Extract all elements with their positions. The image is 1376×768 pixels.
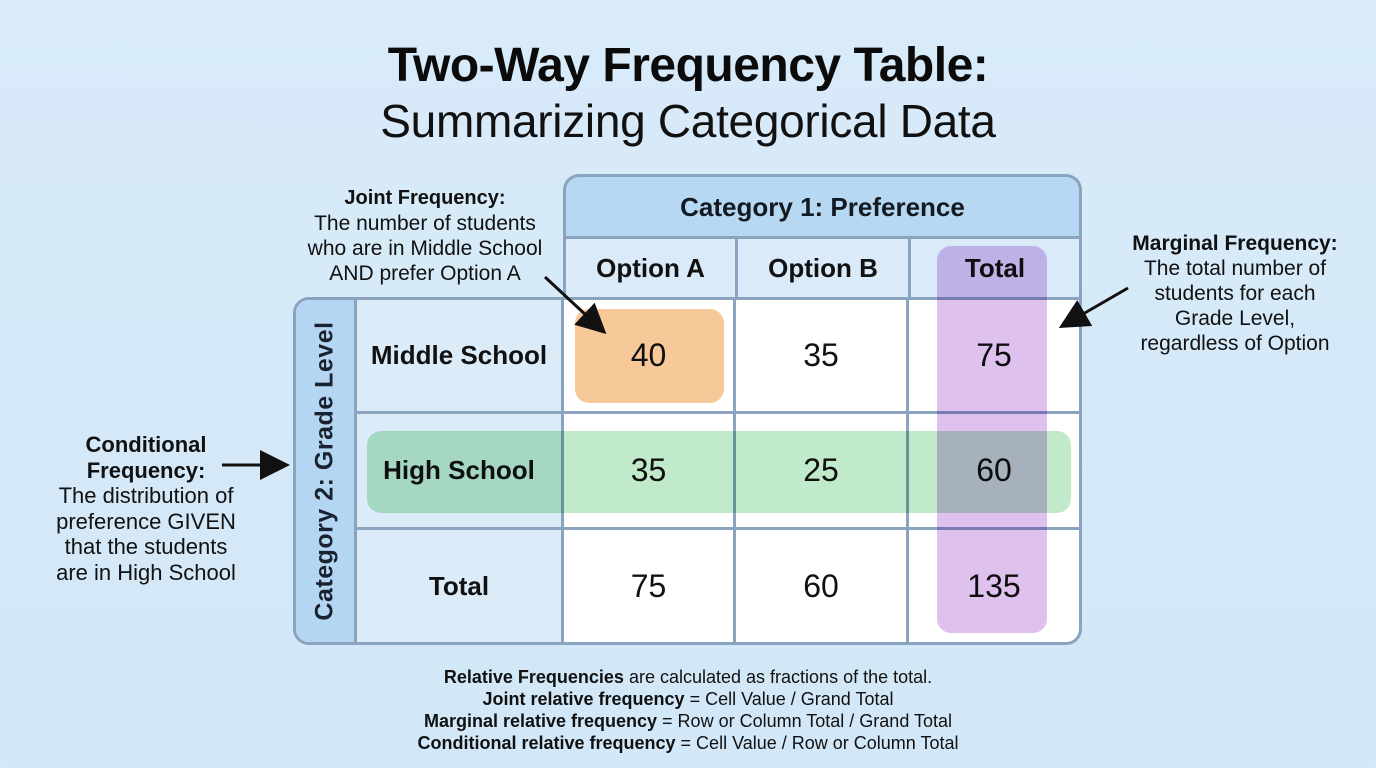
conditional-frequency-annotation: Conditional Frequency: The distribution … [36,432,256,585]
joint-heading: Joint Frequency: [344,187,506,209]
conditional-heading: Frequency: [86,457,206,483]
cell-total-option-b: 60 [736,530,909,642]
conditional-heading: Conditional [85,432,207,457]
note-text: = Cell Value / Grand Total [684,689,894,709]
page-title: Two-Way Frequency Table: [387,39,989,92]
row-label-total: Total [357,530,564,642]
joint-frequency-annotation: Joint Frequency: The number of students … [290,186,560,286]
page-subtitle: Summarizing Categorical Data [380,95,996,147]
note-line: Conditional relative frequency = Cell Va… [0,732,1376,754]
note-term: Conditional relative frequency [417,733,676,753]
note-text: = Cell Value / Row or Column Total [675,733,959,753]
note-text: = Row or Column Total / Grand Total [657,711,953,731]
row-category-label: Category 2: Grade Level [310,321,339,621]
joint-line: AND prefer Option A [329,262,521,285]
relative-frequency-notes: Relative Frequencies are calculated as f… [0,666,1376,754]
column-header-option-a: Option A [566,239,738,298]
note-line: Joint relative frequency = Cell Value / … [0,688,1376,710]
marginal-frequency-annotation: Marginal Frequency: The total number of … [1110,231,1360,356]
note-term: Joint relative frequency [482,689,685,709]
note-term: Relative Frequencies [443,667,624,687]
marginal-line: The total number of [1143,257,1327,280]
conditional-line: preference GIVEN [56,508,236,534]
cell-total-option-a: 75 [564,530,736,642]
marginal-heading: Marginal Frequency: [1132,232,1338,255]
joint-line: who are in Middle School [307,237,543,260]
note-line: Relative Frequencies are calculated as f… [0,666,1376,688]
note-line: Marginal relative frequency = Row or Col… [0,710,1376,732]
conditional-line: The distribution of [58,483,234,508]
row-label-middle-school: Middle School [357,300,564,414]
column-category-header: Category 1: Preference [563,174,1082,238]
conditional-line: are in High School [56,559,236,585]
conditional-frequency-highlight [367,431,1071,513]
marginal-line: regardless of Option [1140,332,1330,355]
cell-middle-option-b: 35 [736,300,909,414]
row-category-header: Category 2: Grade Level [296,300,357,642]
marginal-line: Grade Level, [1174,307,1296,330]
cell-middle-option-a: 40 [564,300,736,414]
note-text: are calculated as fractions of the total… [623,667,933,687]
marginal-line: students for each [1154,282,1316,305]
note-term: Marginal relative frequency [423,711,658,731]
column-header-option-b: Option B [738,239,911,298]
conditional-line: that the students [64,534,228,559]
joint-line: The number of students [314,212,536,235]
